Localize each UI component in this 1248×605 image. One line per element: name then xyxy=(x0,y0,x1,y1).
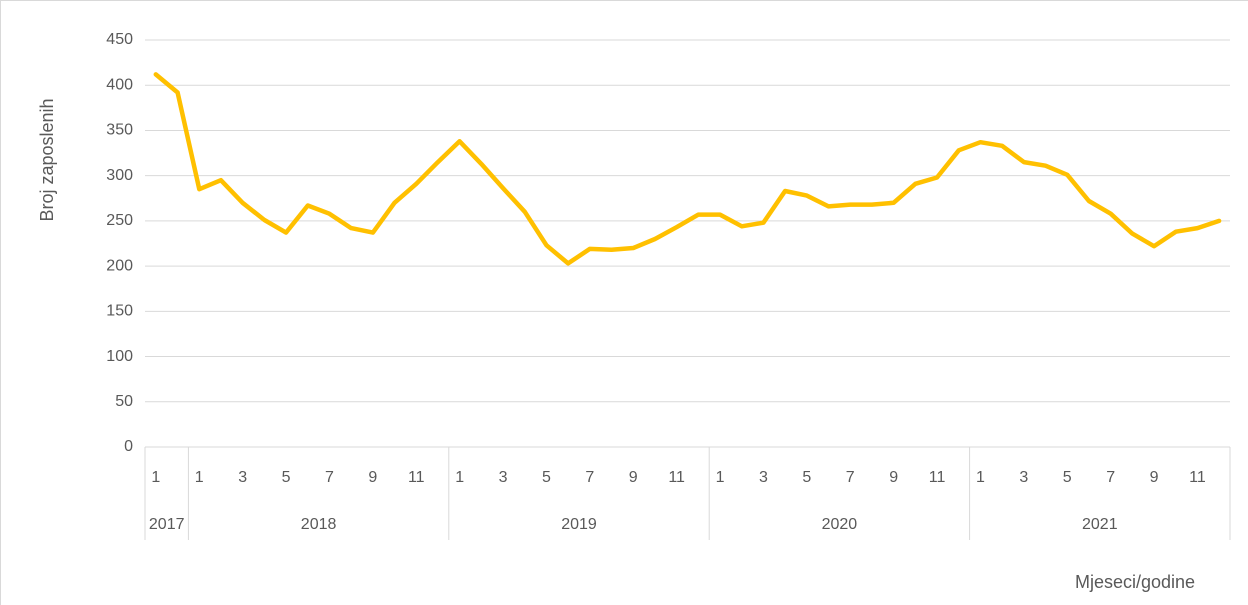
x-group-label: 2021 xyxy=(1082,516,1118,533)
x-tick-label: 7 xyxy=(585,469,594,486)
y-axis-title: Broj zaposlenih xyxy=(37,98,57,221)
x-tick-label: 3 xyxy=(1019,469,1028,486)
x-tick-label: 5 xyxy=(1063,469,1072,486)
x-tick-label: 1 xyxy=(716,469,725,486)
y-tick-label: 100 xyxy=(106,348,133,365)
y-tick-label: 150 xyxy=(106,303,133,320)
x-tick-label: 11 xyxy=(668,469,685,486)
y-tick-label: 0 xyxy=(124,438,133,455)
y-tick-label: 400 xyxy=(106,76,133,93)
x-tick-label: 9 xyxy=(368,469,377,486)
y-tick-label: 450 xyxy=(106,31,133,48)
line-series xyxy=(153,72,1222,266)
x-tick-label: 9 xyxy=(1150,469,1159,486)
x-group-label: 2020 xyxy=(822,516,858,533)
x-tick-label: 3 xyxy=(238,469,247,486)
x-tick-label: 9 xyxy=(889,469,898,486)
x-tick-label: 11 xyxy=(408,469,425,486)
y-tick-label: 250 xyxy=(106,212,133,229)
x-tick-label: 3 xyxy=(499,469,508,486)
x-tick-label: 1 xyxy=(455,469,464,486)
x-tick-label: 5 xyxy=(542,469,551,486)
x-group-label: 2017 xyxy=(149,516,185,533)
x-tick-label: 5 xyxy=(802,469,811,486)
x-tick-label: 9 xyxy=(629,469,638,486)
x-tick-label: 5 xyxy=(282,469,291,486)
x-group-label: 2019 xyxy=(561,516,597,533)
x-tick-label: 11 xyxy=(1189,469,1206,486)
y-tick-label: 350 xyxy=(106,122,133,139)
y-tick-label: 50 xyxy=(115,393,133,410)
x-axis-title: Mjeseci/godine xyxy=(1075,572,1195,592)
x-tick-label: 7 xyxy=(1106,469,1115,486)
x-tick-label: 3 xyxy=(759,469,768,486)
x-tick-label: 7 xyxy=(325,469,334,486)
x-group-label: 2018 xyxy=(301,516,337,533)
x-tick-label: 1 xyxy=(151,469,160,486)
x-tick-label: 1 xyxy=(976,469,985,486)
y-tick-label: 200 xyxy=(106,257,133,274)
x-tick-label: 7 xyxy=(846,469,855,486)
x-tick-label: 1 xyxy=(195,469,204,486)
x-tick-label: 11 xyxy=(929,469,946,486)
y-tick-label: 300 xyxy=(106,167,133,184)
